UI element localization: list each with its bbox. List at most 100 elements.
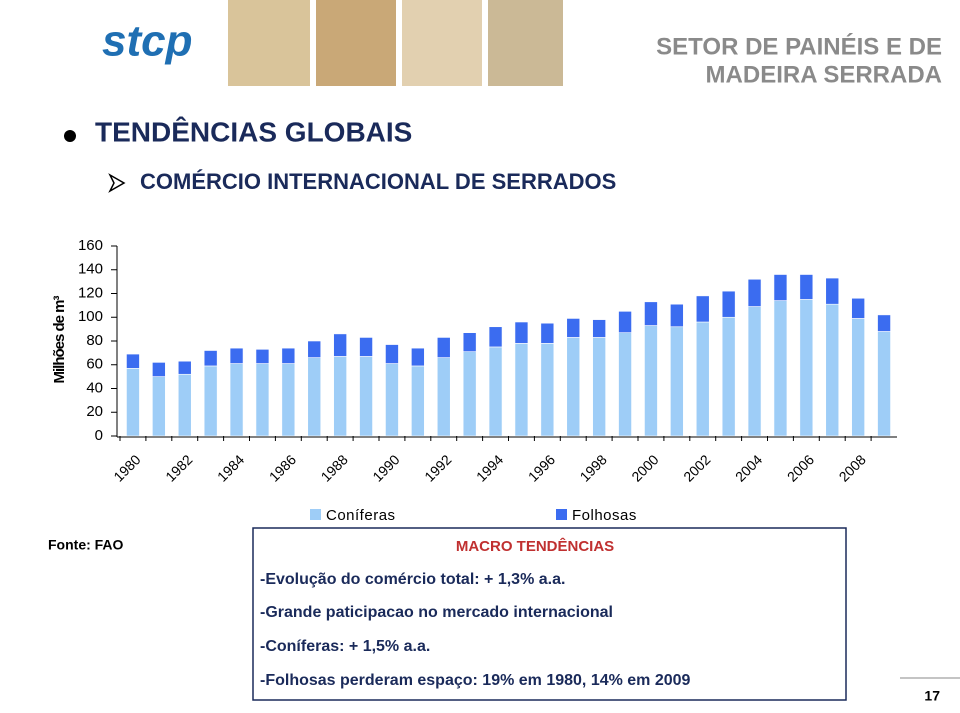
bar-segment [307,357,322,437]
x-tick-label: 1982 [162,451,195,484]
bar-segment [488,326,503,348]
bar-segment [281,347,296,364]
bar-segment [851,318,865,437]
y-tick-label: 0 [95,427,103,444]
bar-segment [566,337,581,437]
bar-segment [359,337,373,357]
bar-segment [385,363,399,437]
bar-segment [825,277,840,305]
slide-title: MADEIRA SERRADA [706,61,942,88]
bar-segment [773,300,788,437]
bar-segment [644,325,658,437]
photo [402,0,482,86]
bar-segment [695,295,710,323]
page-number: 17 [924,688,940,704]
bar-segment [799,274,814,300]
bar-segment [333,356,347,437]
bar-segment [281,363,296,437]
bar-segment [126,353,140,369]
legend-label: Coníferas [326,507,396,524]
bar-segment [462,332,477,352]
bar-segment [851,297,865,319]
bar-segment [359,356,373,437]
bar-segment [462,351,477,437]
box-line: -Coníferas: + 1,5% a.a. [260,638,430,655]
bar-segment [514,321,529,344]
bar-segment [411,347,425,367]
bar-segment [747,278,762,307]
header-photos [228,0,563,86]
logo: stcp [102,17,192,66]
bar-segment [747,306,762,437]
bar-segment [877,314,891,332]
bar-segment [721,316,736,437]
bar-segment [644,301,658,326]
y-tick-label: 160 [78,237,103,254]
x-tick-label: 2002 [680,451,713,484]
bar-segment [126,368,140,437]
bar-segment [436,337,451,358]
y-tick-label: 80 [86,332,103,349]
bar-segment [618,332,632,437]
bar-segment [773,274,788,301]
photo [316,0,396,86]
box-line: -Grande paticipacao no mercado internaci… [260,604,613,621]
arrow-bullet [108,173,126,193]
bar-segment [799,299,814,437]
photo [488,0,563,86]
photo [228,0,310,86]
legend-swatch [556,509,567,520]
bar-segment [566,318,581,338]
bar-segment [177,373,192,437]
bar-segment [592,319,606,338]
bar-segment [255,349,270,364]
bar-segment [152,362,166,377]
source: Fonte: FAO [48,537,124,553]
bar-segment [411,365,425,437]
trend-box [252,527,847,701]
bar-segment [333,333,347,357]
x-tick-label: 1984 [214,451,247,484]
box-title: MACRO TENDÊNCIAS [456,537,614,555]
bar-segment [670,326,684,437]
bar-segment [385,344,399,364]
bar-segment [152,376,166,437]
legend-swatch [310,509,321,520]
x-tick-label: 1994 [473,451,506,484]
x-tick-label: 1980 [110,451,143,484]
x-tick-label: 2006 [784,451,817,484]
bar-segment [436,357,451,437]
x-tick-label: 1996 [525,451,558,484]
bar-segment [203,365,218,437]
y-tick-label: 140 [78,261,103,278]
bar-segment [825,303,840,437]
bar-segment [255,363,270,437]
bar-segment [488,346,503,437]
x-tick-label: 2000 [628,451,661,484]
bar-segment [514,343,529,437]
bullet-sub: COMÉRCIO INTERNACIONAL DE SERRADOS [140,169,616,194]
bar-segment [618,311,632,333]
y-tick-label: 40 [86,379,103,396]
y-tick-label: 120 [78,284,103,301]
bullet-main: TENDÊNCIAS GLOBAIS [95,116,412,147]
y-tick-label: 20 [86,403,103,420]
y-tick-label: 100 [78,308,103,325]
bar-segment [229,347,244,364]
bar-segment [540,343,555,437]
x-tick-label: 2004 [732,451,765,484]
x-tick-label: 1988 [318,451,351,484]
x-tick-label: 2008 [836,451,869,484]
legend-label: Folhosas [572,507,637,524]
bullet [64,130,76,142]
bar-segment [540,322,555,344]
bar-segment [307,340,322,358]
bar-segment [229,363,244,437]
bar-segment [670,303,684,328]
bar-segment [877,331,891,437]
y-axis-label: Milhões de m³ [51,295,68,383]
x-tick-label: 1998 [577,451,610,484]
bar-segment [203,350,218,367]
slide-title: SETOR DE PAINÉIS E DE [656,32,942,60]
